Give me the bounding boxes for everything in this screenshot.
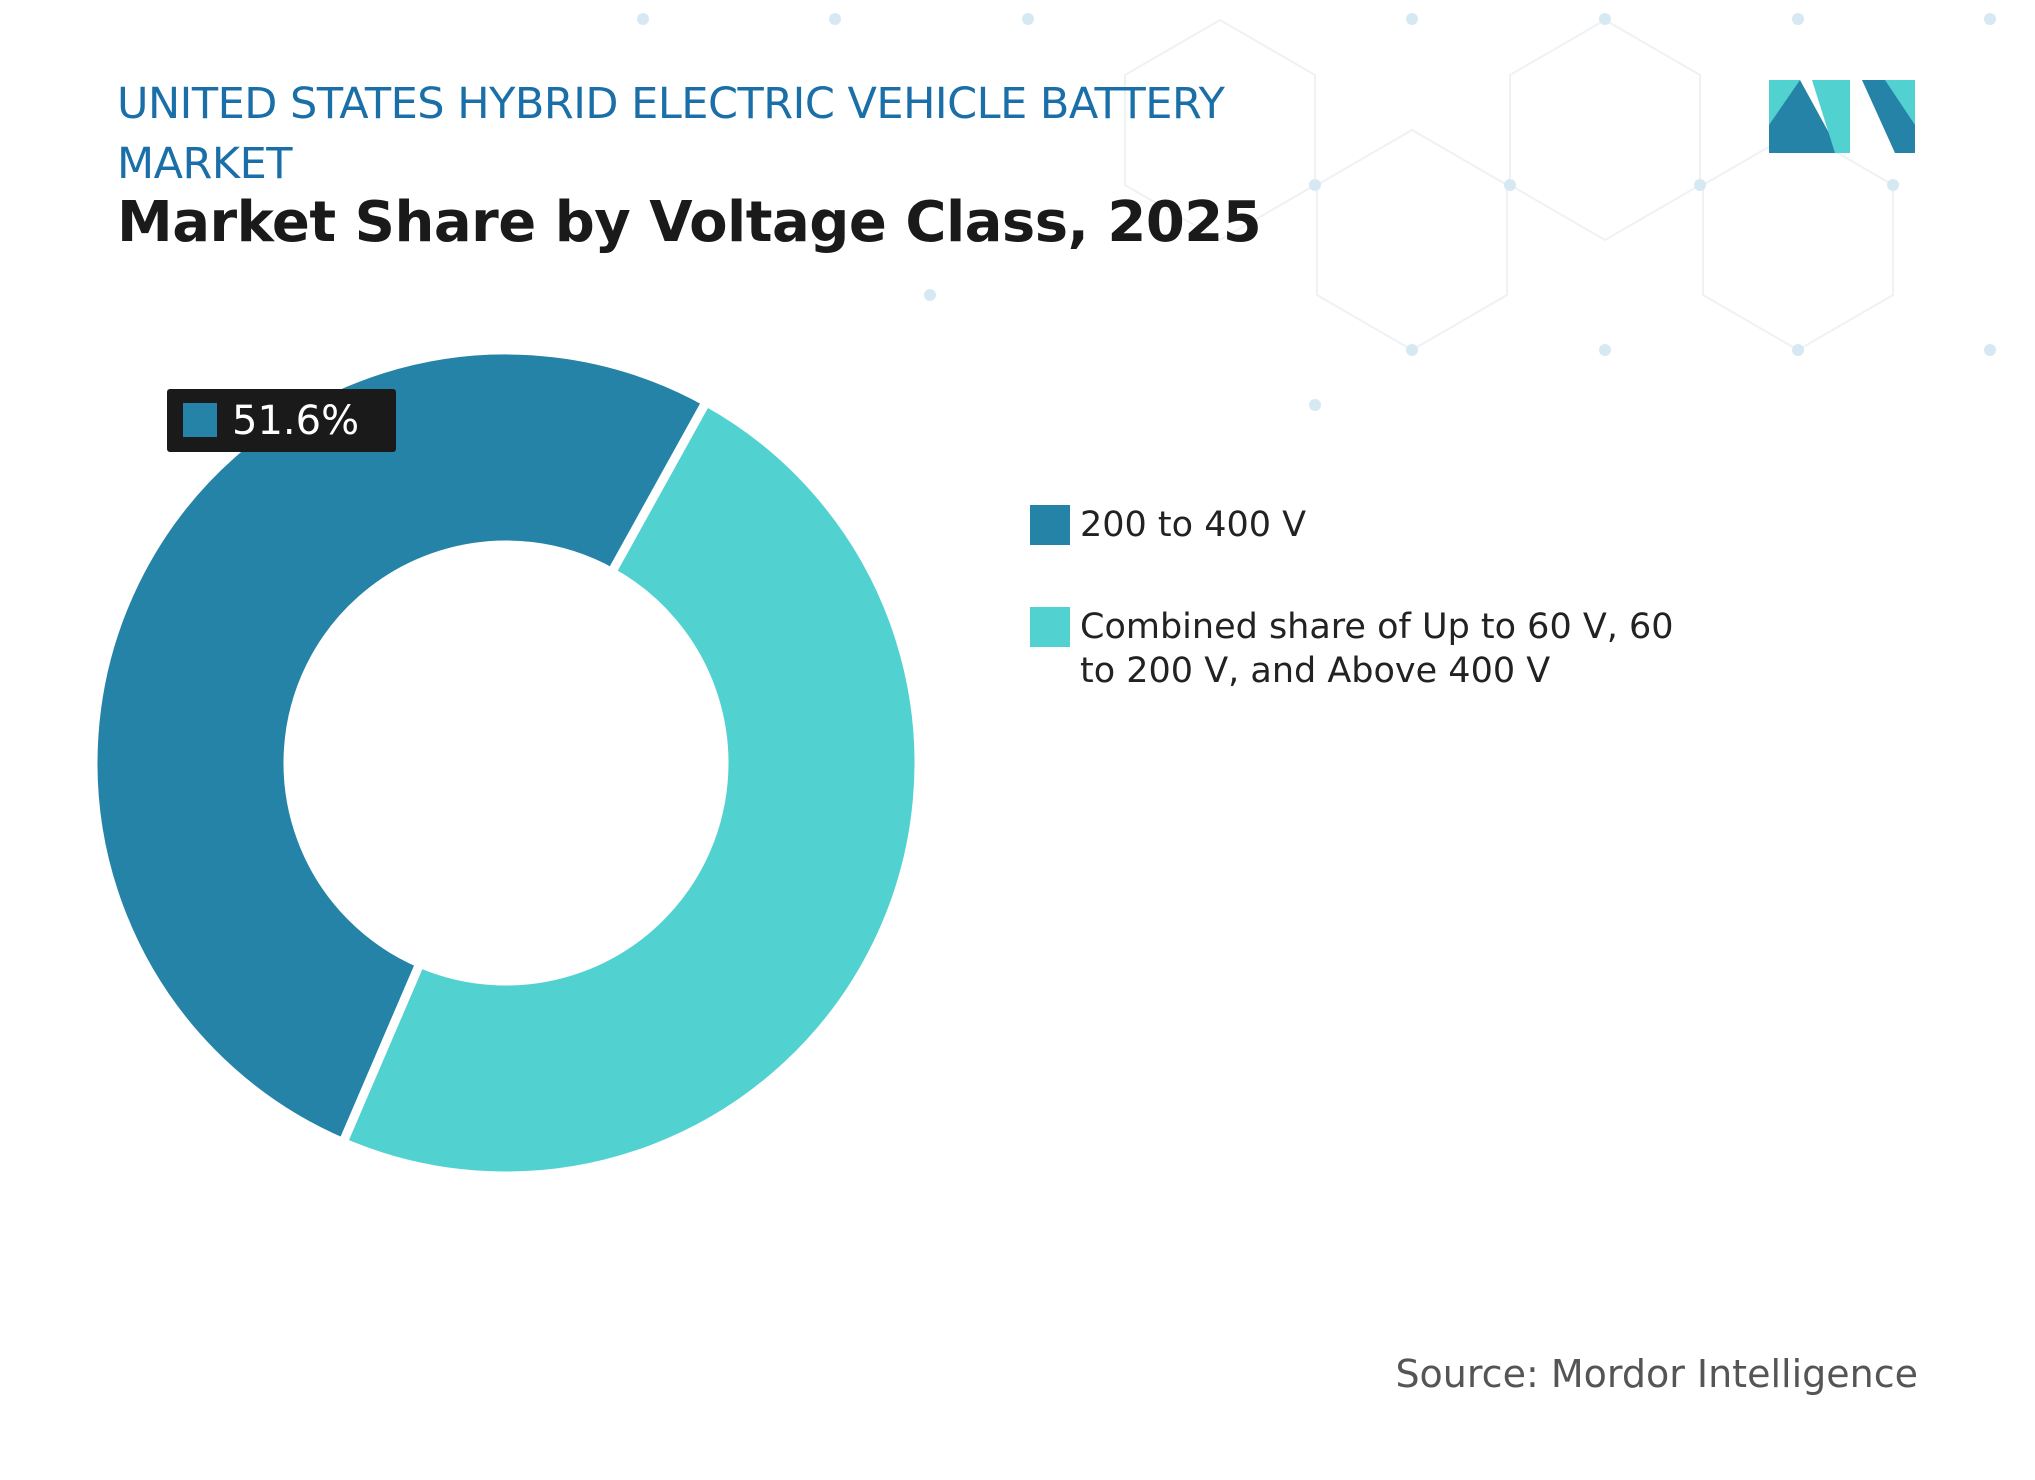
legend-swatch bbox=[1030, 505, 1070, 545]
donut-slice bbox=[337, 395, 924, 1181]
data-label-swatch bbox=[183, 403, 217, 437]
legend-label: 200 to 400 V bbox=[1080, 505, 1307, 545]
logo bbox=[1769, 80, 1915, 153]
data-label-box bbox=[167, 389, 396, 452]
source: Source: Mordor Intelligence bbox=[1395, 1352, 1918, 1396]
data-label: 51.6% bbox=[167, 389, 396, 452]
legend-swatch bbox=[1030, 607, 1070, 647]
data-label-text: 51.6% bbox=[232, 398, 359, 444]
legend-item: Combined share of Up to 60 V, 60 to 200 … bbox=[1030, 605, 1700, 693]
legend-label: Combined share of Up to 60 V, 60 to 200 … bbox=[1080, 607, 1674, 691]
background-dots bbox=[637, 13, 1996, 411]
chart-subtitle: Market Share by Voltage Class, 2025 bbox=[117, 190, 1262, 255]
legend-item: 200 to 400 V bbox=[1030, 503, 1700, 547]
donut-slice bbox=[88, 345, 713, 1149]
chart-title: UNITED STATES HYBRID ELECTRIC VEHICLE BA… bbox=[117, 79, 1225, 189]
